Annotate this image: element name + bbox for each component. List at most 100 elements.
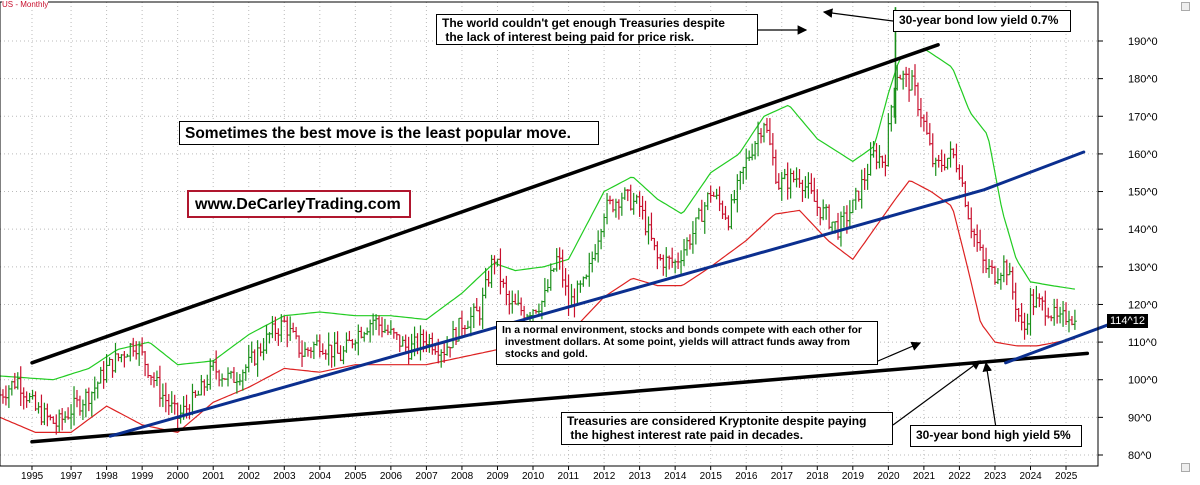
y-tick-label: 170^0 bbox=[1128, 111, 1158, 123]
price-bar bbox=[767, 118, 772, 146]
price-bar bbox=[927, 123, 932, 146]
price-bar bbox=[921, 114, 926, 132]
x-tick-label: 1998 bbox=[96, 471, 119, 480]
price-bar bbox=[720, 200, 725, 220]
price-bar bbox=[113, 342, 118, 373]
price-bar bbox=[554, 248, 559, 272]
price-bar bbox=[901, 70, 906, 90]
price-bar bbox=[169, 391, 174, 413]
price-bar bbox=[308, 347, 313, 359]
price-bar bbox=[936, 154, 941, 168]
price-bar bbox=[856, 190, 861, 202]
price-bar bbox=[948, 141, 953, 168]
y-tick-label: 90^0 bbox=[1128, 412, 1152, 424]
price-bar bbox=[664, 247, 669, 278]
website-annotation[interactable]: www.DeCarleyTrading.com bbox=[187, 190, 411, 218]
last-price-tag: 114^12 bbox=[1107, 314, 1148, 328]
price-bar bbox=[729, 193, 734, 230]
price-bar bbox=[593, 244, 598, 261]
price-bar bbox=[684, 237, 689, 256]
price-bar bbox=[726, 215, 731, 231]
price-bar bbox=[317, 334, 322, 358]
price-bar bbox=[776, 173, 781, 190]
price-bar bbox=[605, 193, 610, 225]
price-bar bbox=[619, 192, 624, 216]
price-bar bbox=[172, 394, 177, 415]
price-bar bbox=[682, 238, 687, 267]
price-bar bbox=[667, 255, 672, 270]
price-bar bbox=[107, 357, 112, 366]
price-bar bbox=[33, 391, 38, 411]
price-bar bbox=[566, 274, 571, 316]
price-bar bbox=[821, 199, 826, 221]
normal-environment-annotation: In a normal environment, stocks and bond… bbox=[496, 321, 878, 365]
headline-annotation: Sometimes the best move is the least pop… bbox=[179, 121, 599, 145]
price-bar bbox=[569, 283, 574, 307]
x-tick-label: 2021 bbox=[913, 471, 936, 480]
price-bar bbox=[27, 392, 32, 403]
price-bar bbox=[314, 334, 319, 346]
price-bar bbox=[163, 382, 168, 413]
price-bar bbox=[323, 349, 328, 360]
x-tick-label: 2005 bbox=[344, 471, 367, 480]
scroll-up-button[interactable] bbox=[1181, 2, 1190, 11]
x-tick-label: 1997 bbox=[60, 471, 83, 480]
price-bar bbox=[693, 217, 698, 245]
price-bar bbox=[122, 351, 127, 368]
price-bar bbox=[981, 244, 986, 274]
high-yield-arrow bbox=[982, 361, 997, 429]
price-bar bbox=[939, 149, 944, 173]
price-bar bbox=[448, 346, 453, 358]
scroll-down-button[interactable] bbox=[1181, 463, 1190, 472]
price-bar bbox=[661, 254, 666, 276]
price-bar bbox=[504, 275, 509, 306]
price-bar bbox=[679, 250, 684, 275]
price-bar bbox=[519, 297, 524, 316]
price-bar bbox=[930, 133, 935, 168]
x-tick-label: 2020 bbox=[877, 471, 900, 480]
trendline-lower-support bbox=[30, 351, 1090, 444]
price-bar bbox=[859, 169, 864, 209]
price-bar bbox=[744, 148, 749, 180]
price-bar bbox=[596, 230, 601, 263]
price-bar bbox=[255, 340, 260, 377]
price-bar bbox=[382, 318, 387, 334]
price-bar bbox=[513, 293, 518, 305]
price-bar bbox=[365, 327, 370, 336]
price-bar bbox=[3, 385, 8, 406]
y-tick-label: 150^0 bbox=[1128, 187, 1158, 199]
price-bar bbox=[918, 98, 923, 128]
x-tick-label: 2025 bbox=[1055, 471, 1078, 480]
y-tick-label: 110^0 bbox=[1128, 337, 1157, 349]
x-tick-label: 2015 bbox=[700, 471, 723, 480]
price-bar bbox=[427, 333, 432, 353]
price-bar bbox=[1069, 315, 1074, 326]
price-bar bbox=[0, 389, 5, 404]
price-bar bbox=[637, 191, 642, 217]
price-bar bbox=[625, 189, 630, 202]
price-bar bbox=[1019, 303, 1024, 331]
price-bar bbox=[21, 387, 26, 410]
price-bar bbox=[418, 325, 423, 361]
price-bar bbox=[154, 370, 159, 387]
price-bar bbox=[205, 374, 210, 392]
price-bar bbox=[812, 177, 817, 202]
price-bar bbox=[459, 310, 464, 337]
price-bar bbox=[969, 207, 974, 239]
price-bar bbox=[1031, 289, 1036, 316]
price-bar bbox=[486, 270, 491, 287]
price-bar bbox=[394, 331, 399, 340]
price-bar bbox=[445, 336, 450, 356]
price-bar bbox=[451, 320, 456, 349]
price-bar bbox=[655, 241, 660, 270]
price-bar bbox=[690, 221, 695, 254]
price-bar bbox=[942, 153, 947, 171]
x-tick-label: 2023 bbox=[984, 471, 1007, 480]
price-bar bbox=[578, 280, 583, 293]
price-bar bbox=[560, 249, 565, 288]
price-bar bbox=[545, 279, 550, 293]
price-bar bbox=[454, 327, 459, 346]
x-tick-label: 2004 bbox=[309, 471, 332, 480]
price-bar bbox=[708, 185, 713, 203]
